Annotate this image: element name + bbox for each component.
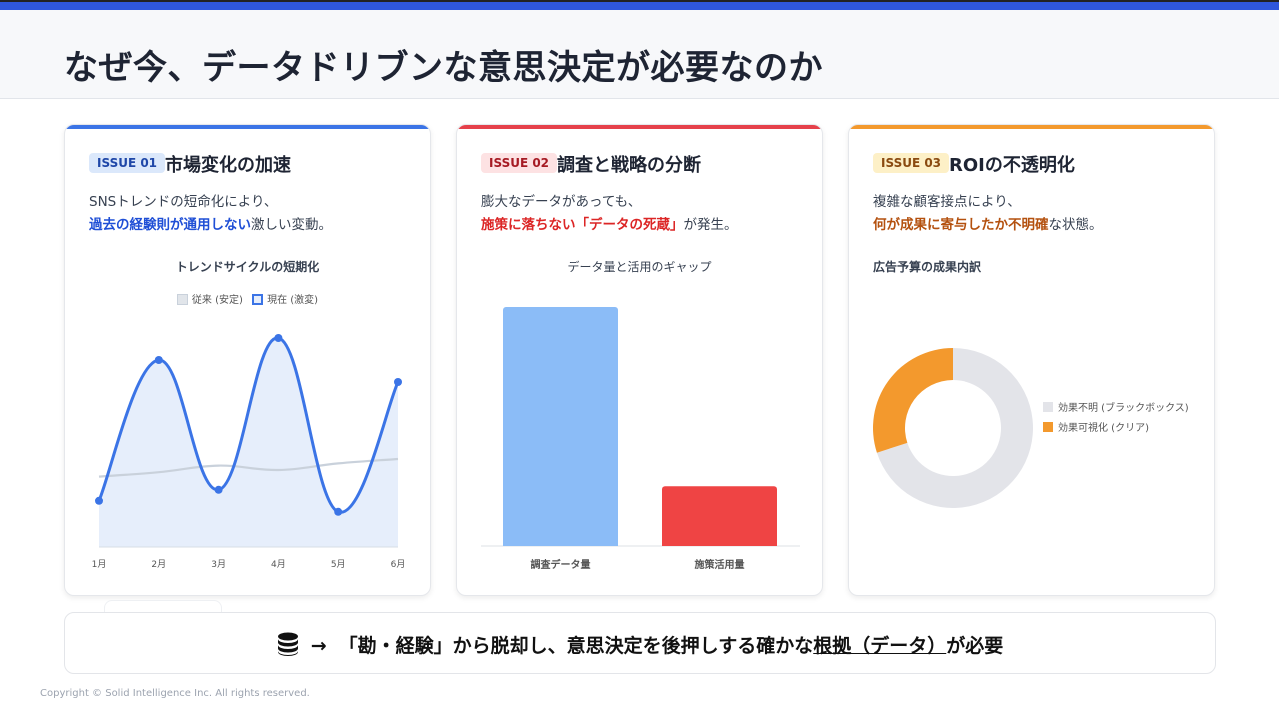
x-tick-label: 1月 xyxy=(91,560,107,570)
desc-emphasis: 過去の経験則が通用しない xyxy=(89,217,251,233)
message-underlined: 根拠（データ） xyxy=(813,635,947,657)
legend-item-old[interactable]: 従来 (安定) xyxy=(176,294,243,306)
x-tick-label: 3月 xyxy=(211,560,226,570)
legend-swatch xyxy=(252,294,264,305)
card-title: ROIの不透明化 xyxy=(949,155,1075,176)
card-title: 調査と戦略の分断 xyxy=(557,155,701,176)
issue-badge: ISSUE 01 xyxy=(89,153,166,173)
header: なぜ今、データドリブンな意思決定が必要なのか xyxy=(0,10,1279,99)
desc-rest: が発生。 xyxy=(683,217,738,233)
x-tick-label: 4月 xyxy=(271,560,286,570)
bar-chart xyxy=(481,307,800,547)
top-edge xyxy=(0,0,1279,2)
database-icon xyxy=(277,632,299,661)
chart-legend: 従来 (安定) 現在 (激変) xyxy=(65,291,430,306)
issue-badge: ISSUE 02 xyxy=(481,153,558,173)
x-tick-label: 5月 xyxy=(330,560,346,570)
legend-item-now[interactable]: 現在 (激変) xyxy=(252,294,319,306)
legend-item[interactable]: 効果不明 (ブラックボックス) xyxy=(1043,399,1189,414)
card-description: 膨大なデータがあっても、 施策に落ちない「データの死蔵」が発生。 xyxy=(481,191,738,237)
issue-card-2: ISSUE 02 調査と戦略の分断 膨大なデータがあっても、 施策に落ちない「デ… xyxy=(456,124,823,596)
card-accent xyxy=(65,125,430,129)
legend-label: 効果不明 (ブラックボックス) xyxy=(1058,403,1189,414)
card-title: 市場変化の加速 xyxy=(165,155,291,176)
x-tick-label: 施策活用量 xyxy=(694,560,745,571)
page-title: なぜ今、データドリブンな意思決定が必要なのか xyxy=(64,48,823,88)
chart-title: 広告予算の成果内訳 xyxy=(873,260,982,274)
issue-card-3: ISSUE 03 ROIの不透明化 複雑な顧客接点により、 何が成果に寄与したか… xyxy=(848,124,1215,596)
x-tick-label: 2月 xyxy=(151,560,167,570)
issue-card-1: ISSUE 01 市場変化の加速 SNSトレンドの短命化により、 過去の経験則が… xyxy=(64,124,431,596)
copyright: Copyright © Solid Intelligence Inc. All … xyxy=(40,688,310,699)
desc-line: SNSトレンドの短命化により、 xyxy=(89,194,278,210)
legend-swatch xyxy=(1043,402,1053,412)
card-description: 複雑な顧客接点により、 何が成果に寄与したか不明確な状態。 xyxy=(873,191,1103,237)
issue-badge: ISSUE 03 xyxy=(873,153,950,173)
legend-label: 効果可視化 (クリア) xyxy=(1058,423,1149,434)
legend-swatch xyxy=(1043,422,1053,432)
brand-bar xyxy=(0,2,1279,10)
legend-label: 従来 (安定) xyxy=(191,295,243,306)
chart-title: データ量と活用のギャップ xyxy=(567,260,712,274)
chart-title: トレンドサイクルの短期化 xyxy=(175,260,320,274)
line-chart xyxy=(95,334,402,548)
legend-swatch xyxy=(176,294,188,305)
legend-item[interactable]: 効果可視化 (クリア) xyxy=(1043,419,1149,434)
donut-chart xyxy=(873,348,1033,508)
desc-rest: 激しい変動。 xyxy=(251,217,332,233)
desc-line: 複雑な顧客接点により、 xyxy=(873,194,1021,210)
desc-emphasis: 施策に落ちない「データの死蔵」 xyxy=(481,217,684,233)
message-end: が必要 xyxy=(946,635,1004,657)
desc-rest: な状態。 xyxy=(1048,217,1103,233)
x-tick-label: 調査データ量 xyxy=(530,560,591,571)
desc-line: 膨大なデータがあっても、 xyxy=(481,194,642,210)
card-description: SNSトレンドの短命化により、 過去の経験則が通用しない激しい変動。 xyxy=(89,191,332,237)
card-accent xyxy=(457,125,822,129)
desc-emphasis: 何が成果に寄与したか不明確 xyxy=(873,217,1049,233)
arrow-icon: → xyxy=(310,635,327,657)
conclusion-message: → 「勘・経験」から脱却し、意思決定を後押しする確かな根拠（データ）が必要 xyxy=(65,631,1215,661)
x-tick-label: 6月 xyxy=(390,560,406,570)
card-accent xyxy=(849,125,1214,129)
message-text: 「勘・経験」から脱却し、意思決定を後押しする確かな xyxy=(338,635,814,657)
legend-label: 現在 (激変) xyxy=(267,295,319,306)
conclusion-banner: → 「勘・経験」から脱却し、意思決定を後押しする確かな根拠（データ）が必要 xyxy=(64,612,1216,674)
